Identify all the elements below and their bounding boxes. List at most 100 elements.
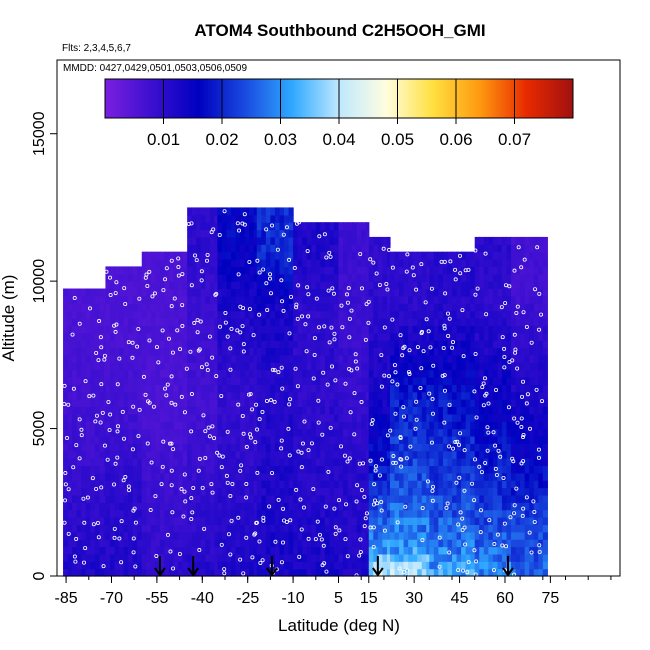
heatmap-cell bbox=[373, 340, 379, 349]
heatmap-cell bbox=[103, 332, 107, 341]
heatmap-cell bbox=[159, 399, 166, 408]
heatmap-cell bbox=[109, 347, 116, 356]
heatmap-cell bbox=[373, 347, 379, 356]
heatmap-cell bbox=[253, 450, 258, 459]
heatmap-cell bbox=[320, 391, 326, 400]
heatmap-cell bbox=[408, 406, 414, 415]
heatmap-cell bbox=[81, 362, 87, 371]
heatmap-cell bbox=[538, 413, 544, 422]
heatmap-cell bbox=[279, 288, 285, 297]
heatmap-cell bbox=[209, 487, 215, 496]
heatmap-cell bbox=[324, 391, 331, 400]
heatmap-cell bbox=[76, 295, 82, 304]
heatmap-cell bbox=[386, 546, 391, 555]
heatmap-cell bbox=[373, 244, 379, 253]
heatmap-cell bbox=[470, 391, 476, 400]
heatmap-cell bbox=[63, 340, 69, 349]
heatmap-cell bbox=[533, 318, 539, 326]
heatmap-cell bbox=[72, 376, 78, 385]
heatmap-cell bbox=[377, 458, 383, 467]
heatmap-cell bbox=[302, 303, 308, 312]
heatmap-cell bbox=[311, 362, 317, 371]
heatmap-cell bbox=[501, 465, 508, 474]
heatmap-cell bbox=[168, 494, 175, 503]
heatmap-cell bbox=[542, 480, 548, 489]
heatmap-cell bbox=[99, 465, 105, 474]
heatmap-cell bbox=[173, 465, 179, 474]
heatmap-cell bbox=[320, 435, 326, 444]
heatmap-cell bbox=[191, 376, 197, 385]
heatmap-cell bbox=[270, 244, 276, 253]
heatmap-cell bbox=[329, 539, 335, 548]
heatmap-cell bbox=[164, 524, 170, 533]
heatmap-cell bbox=[76, 443, 82, 452]
heatmap-cell bbox=[483, 406, 489, 415]
heatmap-cell bbox=[347, 421, 353, 430]
heatmap-cell bbox=[394, 509, 400, 518]
heatmap-cell bbox=[265, 310, 271, 319]
heatmap-cell bbox=[488, 288, 494, 297]
heatmap-cell bbox=[178, 553, 184, 562]
heatmap-cell bbox=[483, 443, 489, 452]
heatmap-cell bbox=[492, 472, 499, 481]
heatmap-cell bbox=[274, 568, 281, 577]
heatmap-cell bbox=[497, 428, 503, 437]
heatmap-cell bbox=[99, 458, 105, 467]
heatmap-cell bbox=[306, 472, 312, 481]
heatmap-cell bbox=[253, 458, 258, 467]
heatmap-cell bbox=[311, 303, 317, 312]
heatmap-cell bbox=[105, 384, 111, 393]
heatmap-cell bbox=[155, 517, 161, 525]
heatmap-cell bbox=[137, 347, 143, 356]
heatmap-cell bbox=[515, 480, 521, 489]
heatmap-cell bbox=[452, 568, 458, 577]
heatmap-cell bbox=[168, 369, 175, 378]
heatmap-cell bbox=[524, 568, 530, 577]
heatmap-cell bbox=[399, 494, 405, 503]
heatmap-cell bbox=[274, 465, 281, 474]
heatmap-cell bbox=[333, 391, 340, 400]
heatmap-cell bbox=[333, 303, 340, 312]
heatmap-cell bbox=[343, 391, 349, 400]
heatmap-cell bbox=[109, 391, 116, 400]
heatmap-cell bbox=[394, 413, 400, 422]
heatmap-cell bbox=[187, 458, 193, 467]
heatmap-cell bbox=[191, 546, 197, 555]
heatmap-cell bbox=[105, 318, 111, 326]
heatmap-cell bbox=[209, 362, 215, 371]
heatmap-cell bbox=[288, 318, 294, 326]
heatmap-cell bbox=[302, 310, 308, 319]
heatmap-cell bbox=[438, 310, 444, 319]
heatmap-cell bbox=[515, 369, 521, 378]
heatmap-cell bbox=[279, 531, 285, 540]
heatmap-cell bbox=[352, 502, 358, 511]
heatmap-cell bbox=[81, 318, 87, 326]
heatmap-cell bbox=[249, 303, 255, 312]
heatmap-cell bbox=[240, 259, 246, 267]
heatmap-cell bbox=[191, 340, 197, 349]
heatmap-cell bbox=[265, 539, 271, 548]
heatmap-cell bbox=[123, 487, 129, 496]
heatmap-cell bbox=[479, 303, 485, 312]
heatmap-cell bbox=[209, 472, 215, 481]
heatmap-cell bbox=[168, 553, 175, 562]
heatmap-cell bbox=[394, 266, 400, 275]
heatmap-cell bbox=[433, 524, 439, 533]
heatmap-cell bbox=[421, 325, 427, 334]
heatmap-cell bbox=[447, 325, 453, 334]
heatmap-cell bbox=[488, 244, 494, 253]
heatmap-cell bbox=[542, 251, 548, 260]
heatmap-cell bbox=[365, 494, 370, 503]
heatmap-cell bbox=[426, 310, 430, 319]
heatmap-cell bbox=[386, 524, 391, 533]
heatmap-cell bbox=[386, 458, 391, 467]
heatmap-cell bbox=[132, 443, 138, 452]
heatmap-cell bbox=[377, 428, 383, 437]
heatmap-cell bbox=[297, 494, 303, 503]
heatmap-cell bbox=[373, 236, 379, 245]
heatmap-cell bbox=[240, 295, 246, 304]
heatmap-cell bbox=[533, 546, 539, 555]
heatmap-cell bbox=[293, 236, 299, 245]
heatmap-cell bbox=[497, 494, 503, 503]
heatmap-cell bbox=[137, 494, 143, 503]
